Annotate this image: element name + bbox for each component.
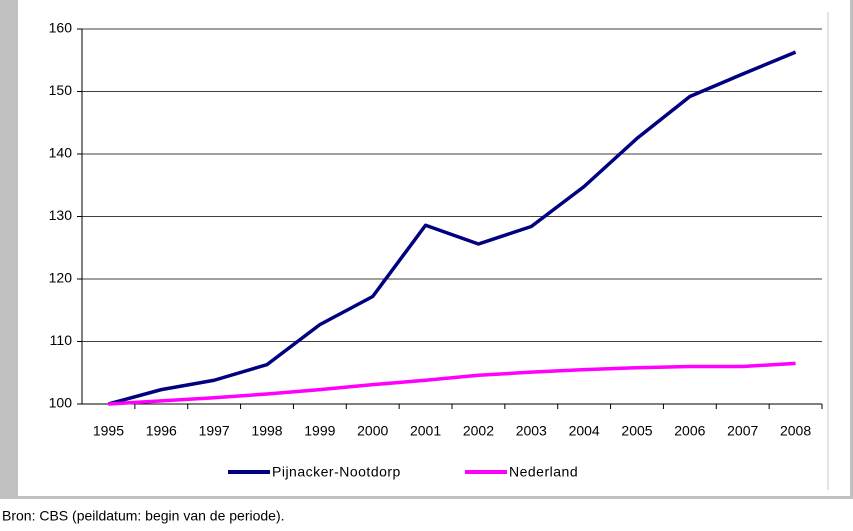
x-tick-label: 2003	[516, 423, 547, 439]
series-line	[107, 50, 797, 406]
y-tick-label: 110	[50, 332, 73, 348]
x-tick-label: 2008	[780, 423, 811, 439]
x-tick-label: 2001	[410, 423, 441, 439]
y-tick-label: 130	[49, 207, 73, 223]
x-tick-label: 2004	[569, 423, 600, 439]
y-tick-label: 140	[49, 145, 73, 161]
legend-label: Pijnacker-Nootdorp	[272, 464, 401, 480]
y-tick-label: 120	[49, 270, 73, 286]
legend-label: Nederland	[509, 464, 578, 480]
x-tick-label: 2006	[674, 423, 705, 439]
x-tick-label: 1997	[199, 423, 230, 439]
source-note: Bron: CBS (peildatum: begin van de perio…	[2, 508, 285, 524]
x-tick-label: 2007	[727, 423, 758, 439]
x-tick-label: 1999	[304, 423, 335, 439]
x-tick-label: 2000	[357, 423, 388, 439]
x-tick-label: 1996	[146, 423, 177, 439]
x-tick-label: 1998	[251, 423, 282, 439]
x-tick-label: 1995	[93, 423, 124, 439]
y-tick-label: 160	[49, 20, 73, 36]
x-tick-label: 2002	[463, 423, 494, 439]
y-tick-label: 100	[49, 395, 73, 411]
series-line	[108, 361, 796, 406]
x-tick-label: 2005	[621, 423, 652, 439]
y-tick-label: 150	[49, 82, 73, 98]
chart-area	[18, 0, 850, 496]
